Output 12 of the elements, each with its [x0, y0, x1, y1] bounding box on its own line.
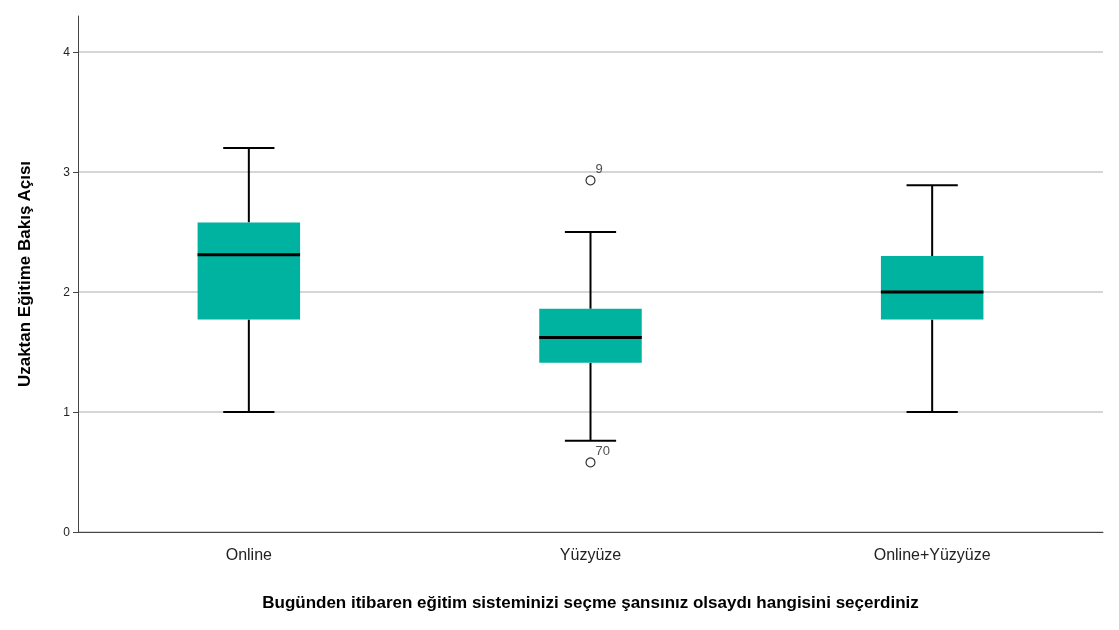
y-tick-label: 3 [63, 165, 71, 179]
y-tick-label: 1 [63, 405, 71, 419]
annotation: 70 [595, 442, 610, 458]
annotation: 9 [595, 160, 603, 176]
y-axis-title: Uzaktan Eğitime Bakış Açısı [15, 160, 34, 388]
y-tick-label: 0 [63, 525, 71, 539]
x-tick-label: Yüzyüze [559, 545, 622, 563]
y-tick-label: 2 [63, 285, 71, 299]
y-tick-label: 4 [63, 45, 71, 59]
x-tick-label: Online [225, 545, 273, 563]
x-tick-label: Online+Yüzyüze [873, 545, 991, 563]
x-axis-title: Bugünden itibaren eğitim sisteminizi seçme şansınız olsaydı hangisini seçerdiniz [262, 593, 919, 612]
